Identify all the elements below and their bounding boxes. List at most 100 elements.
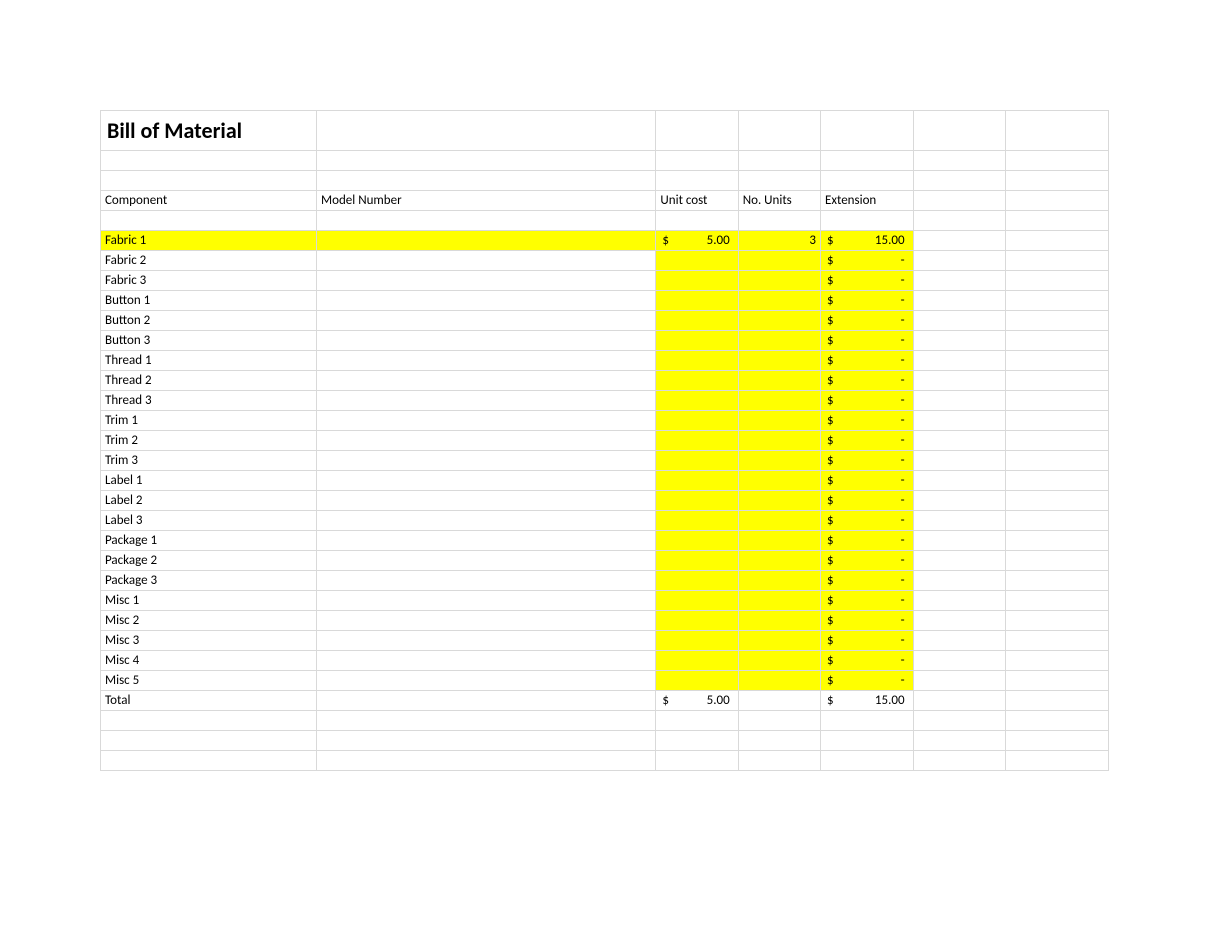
cell-unit-cost[interactable]	[656, 451, 738, 471]
cell-blank[interactable]	[1006, 231, 1109, 251]
cell-unit-cost[interactable]	[656, 611, 738, 631]
cell-blank[interactable]	[1006, 391, 1109, 411]
cell-blank[interactable]	[1006, 451, 1109, 471]
cell-no-units[interactable]	[738, 271, 820, 291]
cell-blank[interactable]	[656, 751, 738, 771]
cell-extension[interactable]: $-	[820, 671, 913, 691]
cell-blank[interactable]	[913, 511, 1006, 531]
cell-blank[interactable]	[317, 691, 656, 711]
cell-component[interactable]: Trim 3	[101, 451, 317, 471]
cell-blank[interactable]	[738, 711, 820, 731]
cell-extension[interactable]: $-	[820, 351, 913, 371]
cell-blank[interactable]	[820, 711, 913, 731]
cell-extension[interactable]: $-	[820, 311, 913, 331]
cell-blank[interactable]	[913, 351, 1006, 371]
cell-no-units[interactable]	[738, 351, 820, 371]
cell-model-number[interactable]	[317, 551, 656, 571]
cell-component[interactable]: Label 1	[101, 471, 317, 491]
cell-no-units[interactable]	[738, 391, 820, 411]
cell-blank[interactable]	[913, 471, 1006, 491]
cell-extension[interactable]: $-	[820, 631, 913, 651]
cell-blank[interactable]	[913, 371, 1006, 391]
cell-blank[interactable]	[1006, 631, 1109, 651]
cell-no-units[interactable]	[738, 311, 820, 331]
cell-component[interactable]: Fabric 3	[101, 271, 317, 291]
cell-extension[interactable]: $-	[820, 371, 913, 391]
cell-extension[interactable]: $-	[820, 651, 913, 671]
cell-no-units[interactable]	[738, 671, 820, 691]
cell-extension[interactable]: $-	[820, 491, 913, 511]
cell-extension[interactable]: $-	[820, 411, 913, 431]
cell-blank[interactable]	[1006, 491, 1109, 511]
cell-no-units[interactable]	[738, 571, 820, 591]
cell-component[interactable]: Package 1	[101, 531, 317, 551]
cell-component[interactable]: Misc 1	[101, 591, 317, 611]
cell-component[interactable]: Label 2	[101, 491, 317, 511]
total-unit-cost[interactable]: $5.00	[656, 691, 738, 711]
cell-model-number[interactable]	[317, 631, 656, 651]
cell-component[interactable]: Fabric 2	[101, 251, 317, 271]
cell-blank[interactable]	[913, 711, 1006, 731]
cell-unit-cost[interactable]	[656, 491, 738, 511]
cell-unit-cost[interactable]	[656, 371, 738, 391]
cell-extension[interactable]: $-	[820, 591, 913, 611]
cell-model-number[interactable]	[317, 251, 656, 271]
cell-blank[interactable]	[913, 291, 1006, 311]
cell-blank[interactable]	[913, 651, 1006, 671]
cell-blank[interactable]	[913, 751, 1006, 771]
cell-component[interactable]: Fabric 1	[101, 231, 317, 251]
cell-extension[interactable]: $-	[820, 511, 913, 531]
cell-unit-cost[interactable]	[656, 571, 738, 591]
cell-blank[interactable]	[1006, 651, 1109, 671]
cell-blank[interactable]	[1006, 431, 1109, 451]
cell-blank[interactable]	[913, 311, 1006, 331]
cell-blank[interactable]	[913, 591, 1006, 611]
cell-extension[interactable]: $-	[820, 431, 913, 451]
cell-unit-cost[interactable]	[656, 271, 738, 291]
cell-unit-cost[interactable]	[656, 351, 738, 371]
cell-unit-cost[interactable]	[656, 251, 738, 271]
cell-component[interactable]: Trim 1	[101, 411, 317, 431]
cell-extension[interactable]: $-	[820, 551, 913, 571]
cell-model-number[interactable]	[317, 611, 656, 631]
cell-no-units[interactable]	[738, 411, 820, 431]
cell-extension[interactable]: $-	[820, 251, 913, 271]
cell-blank[interactable]	[913, 271, 1006, 291]
cell-extension[interactable]: $-	[820, 451, 913, 471]
cell-model-number[interactable]	[317, 331, 656, 351]
cell-blank[interactable]	[1006, 511, 1109, 531]
cell-blank[interactable]	[913, 391, 1006, 411]
cell-blank[interactable]	[913, 491, 1006, 511]
cell-component[interactable]: Misc 5	[101, 671, 317, 691]
cell-model-number[interactable]	[317, 311, 656, 331]
cell-no-units[interactable]	[738, 511, 820, 531]
cell-component[interactable]: Thread 2	[101, 371, 317, 391]
cell-unit-cost[interactable]	[656, 311, 738, 331]
cell-blank[interactable]	[913, 731, 1006, 751]
cell-model-number[interactable]	[317, 491, 656, 511]
cell-blank[interactable]	[820, 751, 913, 771]
cell-blank[interactable]	[913, 411, 1006, 431]
cell-model-number[interactable]	[317, 531, 656, 551]
cell-no-units[interactable]	[738, 331, 820, 351]
cell-unit-cost[interactable]	[656, 651, 738, 671]
cell-blank[interactable]	[317, 751, 656, 771]
cell-model-number[interactable]	[317, 371, 656, 391]
cell-component[interactable]: Package 3	[101, 571, 317, 591]
cell-blank[interactable]	[317, 711, 656, 731]
cell-blank[interactable]	[101, 711, 317, 731]
cell-component[interactable]: Misc 2	[101, 611, 317, 631]
cell-no-units[interactable]	[738, 451, 820, 471]
cell-component[interactable]: Misc 3	[101, 631, 317, 651]
cell-blank[interactable]	[101, 751, 317, 771]
cell-blank[interactable]	[913, 251, 1006, 271]
cell-blank[interactable]	[1006, 751, 1109, 771]
cell-model-number[interactable]	[317, 411, 656, 431]
cell-blank[interactable]	[1006, 411, 1109, 431]
cell-unit-cost[interactable]: $5.00	[656, 231, 738, 251]
cell-no-units[interactable]	[738, 251, 820, 271]
cell-no-units[interactable]	[738, 471, 820, 491]
cell-component[interactable]: Package 2	[101, 551, 317, 571]
cell-blank[interactable]	[1006, 371, 1109, 391]
cell-blank[interactable]	[913, 431, 1006, 451]
